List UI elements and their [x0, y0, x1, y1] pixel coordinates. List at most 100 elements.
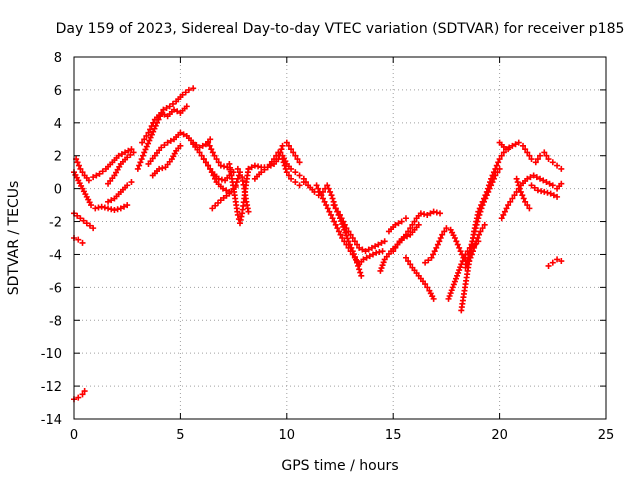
data-point	[544, 189, 551, 196]
data-point	[462, 264, 469, 271]
data-point	[180, 131, 187, 138]
data-point	[516, 185, 523, 192]
data-point	[90, 174, 97, 181]
data-point	[343, 232, 350, 239]
y-axis-label: SDTVAR / TECUs	[6, 181, 22, 296]
data-point	[369, 251, 376, 258]
data-point	[492, 172, 499, 179]
data-point	[124, 154, 131, 161]
data-point	[495, 159, 502, 166]
data-point	[327, 188, 334, 195]
data-point	[445, 295, 452, 302]
data-point	[288, 165, 295, 172]
data-point	[486, 185, 493, 192]
data-point	[211, 152, 218, 159]
y-tick-label: -6	[49, 281, 62, 296]
series-seg5	[71, 210, 97, 232]
data-point	[128, 179, 135, 186]
data-point	[330, 202, 337, 209]
data-point	[451, 278, 458, 285]
data-point	[139, 139, 146, 146]
data-point	[421, 211, 428, 218]
data-point	[217, 162, 224, 169]
data-point	[339, 235, 346, 241]
data-point	[235, 172, 242, 179]
data-point	[278, 146, 285, 153]
data-point	[554, 256, 561, 263]
data-point	[136, 162, 143, 169]
data-point	[531, 184, 538, 191]
data-point	[502, 146, 509, 153]
data-point	[363, 254, 370, 261]
data-point	[142, 146, 149, 153]
data-point	[313, 182, 320, 189]
data-point	[232, 183, 239, 190]
data-point	[507, 198, 514, 205]
data-point	[527, 174, 534, 181]
data-point	[517, 188, 524, 195]
data-point	[443, 225, 450, 232]
data-point	[449, 284, 456, 291]
data-point	[501, 208, 508, 215]
data-point	[422, 281, 429, 288]
data-point	[455, 269, 462, 276]
data-point	[545, 156, 552, 163]
data-point	[496, 156, 503, 163]
data-point	[453, 238, 460, 245]
data-point	[405, 228, 412, 235]
data-point	[285, 142, 292, 149]
data-point	[251, 162, 258, 169]
data-point	[196, 149, 203, 156]
data-point	[512, 141, 519, 148]
data-point	[450, 281, 457, 288]
data-point	[158, 109, 165, 116]
data-point	[375, 241, 382, 248]
data-point	[179, 91, 186, 98]
series-seg11	[149, 142, 184, 179]
data-point	[458, 261, 465, 268]
data-point	[494, 169, 501, 176]
data-point	[378, 265, 385, 272]
data-point	[221, 163, 228, 170]
data-point	[147, 126, 154, 133]
data-point	[509, 195, 516, 202]
chart-title: Day 159 of 2023, Sidereal Day-to-day VTE…	[56, 21, 625, 37]
data-point	[279, 156, 286, 163]
data-point	[121, 203, 128, 210]
data-point	[105, 205, 112, 212]
data-point	[524, 202, 531, 209]
data-point	[124, 202, 131, 209]
data-point	[207, 165, 214, 172]
data-point	[471, 228, 478, 235]
data-point	[351, 254, 358, 261]
data-point	[329, 215, 336, 222]
data-point	[437, 235, 444, 241]
data-point	[296, 182, 303, 189]
series-seg7	[71, 388, 88, 403]
series-seg32	[496, 139, 565, 172]
data-point	[98, 203, 105, 210]
data-point	[74, 212, 81, 219]
data-point	[398, 218, 405, 225]
data-point	[345, 244, 352, 251]
data-point	[503, 205, 510, 212]
data-point	[342, 229, 349, 236]
data-point	[465, 251, 472, 258]
data-point	[267, 162, 274, 169]
data-point	[430, 208, 437, 215]
data-point	[122, 149, 129, 156]
data-point	[324, 205, 331, 212]
y-tick-label: -14	[41, 413, 62, 428]
x-tick-label: 15	[385, 428, 402, 443]
data-point	[469, 238, 476, 245]
data-point	[156, 165, 163, 172]
data-point	[549, 159, 556, 166]
data-point	[343, 241, 350, 248]
data-point	[533, 174, 540, 181]
data-point	[524, 175, 531, 182]
series-seg21	[300, 175, 365, 279]
data-point	[483, 192, 490, 199]
data-point	[234, 175, 241, 182]
y-tick-label: 4	[54, 117, 62, 132]
data-point	[409, 221, 416, 228]
